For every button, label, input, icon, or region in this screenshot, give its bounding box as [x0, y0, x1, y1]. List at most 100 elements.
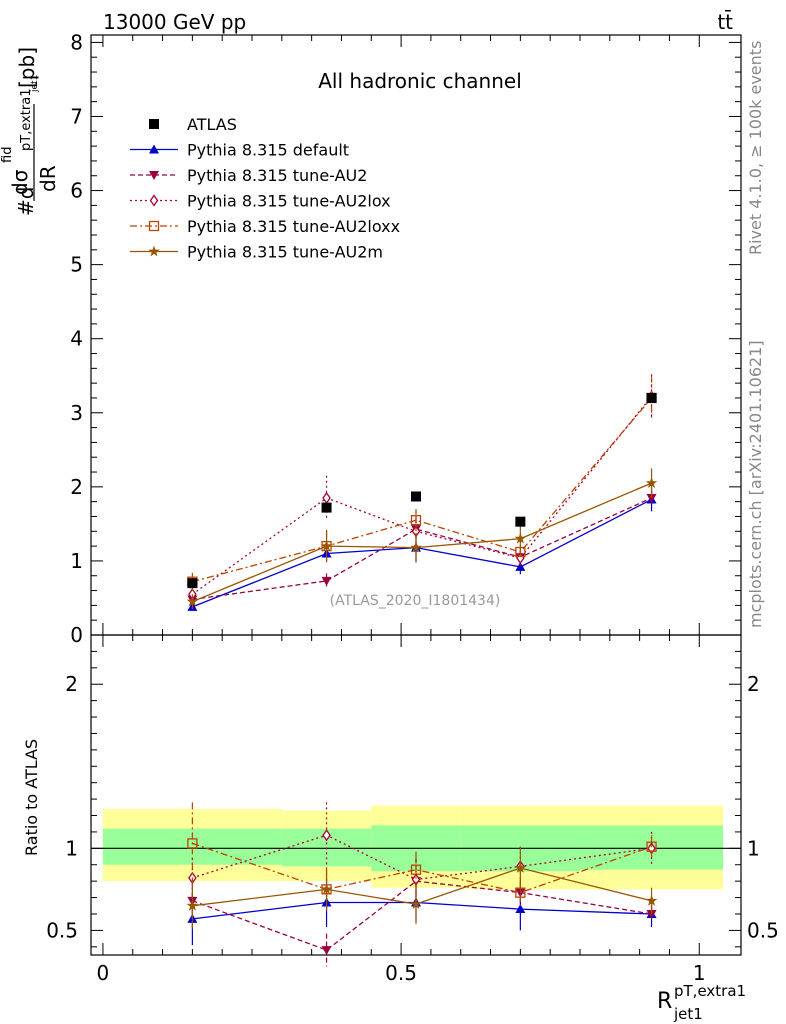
series-2 — [188, 374, 656, 602]
y-tick-label-main: 2 — [70, 475, 83, 499]
y-tick-label-ratio-left: 2 — [65, 672, 78, 696]
ratio-point-4-2 — [410, 898, 422, 909]
process-label: tt̄ — [717, 9, 733, 34]
series-point-4-2 — [410, 541, 422, 553]
legend-marker-atlas — [149, 119, 159, 129]
y-tick-label-ratio-right: 2 — [747, 672, 760, 696]
ratio-point-3-0 — [187, 838, 198, 849]
ratio-line-3 — [192, 842, 652, 894]
x-tick-label: 0.5 — [385, 961, 417, 985]
ratio-point-1-4 — [646, 909, 657, 919]
axes: 0 0.5 1 0 1 2 3 4 5 6 7 8 0.5 0.5 1 1 2 2 — [46, 30, 779, 985]
main-panel-series — [186, 374, 658, 611]
legend-marker-2 — [149, 194, 159, 207]
y-tick-label-ratio-left: 0.5 — [46, 918, 78, 942]
series-point-4-4 — [645, 477, 658, 488]
atlas-point-3 — [515, 516, 526, 527]
xlabel-main: R — [657, 989, 672, 1014]
legend-marker-1 — [149, 171, 159, 180]
ratio-point-1-1 — [321, 946, 332, 956]
y-tick-label-main: 7 — [70, 104, 83, 128]
series-line-2 — [192, 396, 653, 595]
series-point-4-0 — [186, 595, 199, 607]
atlas-point-1 — [321, 502, 332, 513]
y-tick-label-main: 8 — [70, 30, 83, 54]
series-point-4-1 — [320, 540, 333, 551]
ylabel-num-sup: fid — [0, 147, 15, 163]
analysis-watermark: (ATLAS_2020_I1801434) — [330, 593, 501, 609]
y-axis-label-main: #d dσ fid pT,extra1 jet1 dR [pb] — [0, 47, 60, 216]
legend-entry-2: Pythia 8.315 tune-AU2lox — [130, 192, 391, 211]
ratio-y-label: Ratio to ATLAS — [22, 739, 41, 856]
x-tick-label: 1 — [693, 961, 706, 985]
atlas-point-2 — [411, 491, 421, 502]
series-point-3-2 — [410, 515, 422, 526]
series-3 — [187, 375, 657, 591]
series-line-4 — [192, 482, 652, 603]
ratio-line-0 — [192, 901, 652, 920]
energy-label: 13000 GeV pp — [103, 10, 246, 34]
legend-entry-4: Pythia 8.315 tune-AU2m — [130, 243, 383, 262]
xlabel-sup: pT,extra1 — [674, 982, 746, 1000]
ratio-point-0-3 — [515, 904, 526, 914]
legend-entry-atlas: ATLAS — [149, 115, 237, 134]
ratio-panel-series — [186, 802, 658, 967]
y-tick-label-main: 1 — [70, 549, 83, 573]
ratio-point-4-3 — [514, 862, 527, 873]
ratio-point-4-1 — [320, 883, 333, 895]
y-tick-label-main: 4 — [70, 327, 83, 351]
legend-label-1: Pythia 8.315 tune-AU2 — [187, 166, 367, 185]
legend-label-3: Pythia 8.315 tune-AU2loxx — [187, 217, 400, 236]
y-tick-label-main: 3 — [70, 401, 83, 425]
ylabel-num: dσ — [8, 169, 32, 195]
series-point-0-3 — [515, 561, 526, 571]
series-point-4-3 — [514, 532, 527, 544]
ratio-line-1 — [192, 880, 652, 951]
legend-entry-1: Pythia 8.315 tune-AU2 — [130, 166, 367, 185]
legend: ATLAS Pythia 8.315 default Pythia 8.315 tu… — [130, 115, 400, 262]
y-tick-label-main: 5 — [70, 253, 83, 277]
series-point-1-1 — [321, 576, 332, 586]
ylabel-unit: [pb] — [15, 47, 39, 88]
xlabel-sub: jet1 — [673, 1005, 703, 1023]
legend-label-4: Pythia 8.315 tune-AU2m — [187, 243, 383, 262]
ratio-point-3-2 — [410, 864, 422, 875]
ylabel-num-sub: pT,extra1 — [19, 89, 34, 151]
y-tick-label-ratio-left: 1 — [65, 836, 78, 860]
legend-entry-0: Pythia 8.315 default — [130, 141, 349, 160]
legend-marker-4 — [148, 245, 160, 257]
x-tick-label: 0 — [97, 961, 110, 985]
series-point-1-4 — [646, 493, 657, 503]
legend-marker-0 — [149, 144, 159, 154]
series-point-2-1 — [322, 491, 331, 505]
chart-title: All hadronic channel — [318, 69, 522, 93]
y-tick-label-main: 0 — [70, 623, 83, 647]
y-tick-label-main: 6 — [70, 179, 83, 203]
atlas-data — [187, 392, 657, 589]
ratio-point-4-0 — [186, 899, 199, 911]
y-tick-label-ratio-right: 1 — [747, 836, 760, 860]
ratio-point-3-4 — [646, 841, 657, 852]
ratio-frame — [90, 634, 742, 956]
series-4 — [186, 468, 658, 610]
legend-label-atlas: ATLAS — [187, 115, 237, 134]
ratio-point-2-1 — [322, 829, 331, 842]
x-axis-label: R pT,extra1 jet1 — [657, 982, 746, 1023]
series-line-3 — [192, 397, 653, 583]
legend-label-0: Pythia 8.315 default — [187, 141, 349, 160]
ratio-uncertainty-bands — [91, 805, 741, 890]
legend-entry-3: Pythia 8.315 tune-AU2loxx — [130, 217, 400, 236]
atlas-point-4 — [646, 392, 657, 403]
ylabel-num-subsub: jet1 — [30, 75, 40, 93]
ratio-series-2 — [188, 802, 656, 900]
legend-marker-3 — [148, 220, 160, 232]
atlas-point-0 — [187, 578, 198, 589]
y-tick-label-ratio-right: 0.5 — [747, 918, 779, 942]
rivet-label: Rivet 4.1.0, ≥ 100k events — [746, 41, 765, 255]
series-line-1 — [192, 497, 652, 601]
legend-label-2: Pythia 8.315 tune-AU2lox — [187, 192, 391, 211]
ratio-point-4-4 — [645, 894, 658, 906]
ylabel-den: dR — [36, 165, 60, 192]
series-line-0 — [192, 498, 652, 608]
